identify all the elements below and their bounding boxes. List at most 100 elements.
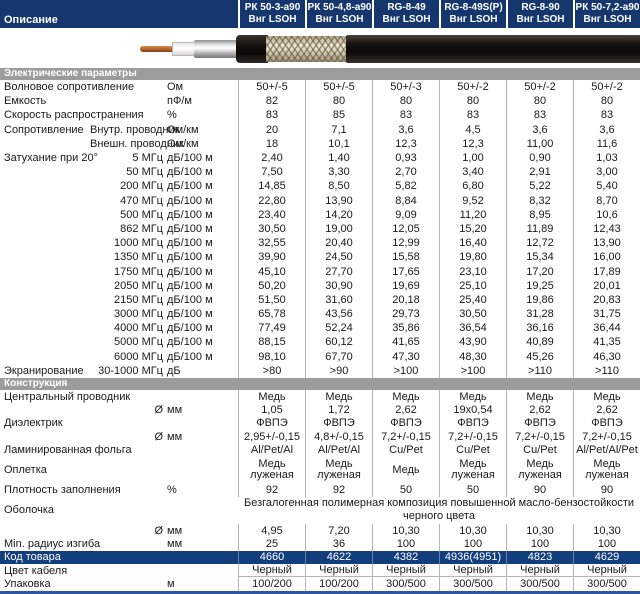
value-cell: 50 xyxy=(372,483,439,498)
value-cell: 2,62 xyxy=(573,403,640,417)
value-cell: >80 xyxy=(238,363,305,378)
value-cell: 4629 xyxy=(573,550,640,565)
value-cell: 11,00 xyxy=(506,136,573,151)
param-sublabel: Внутр. проводник xyxy=(90,123,180,136)
product-column-header: РК 50-7,2-а90 Внг LSOH xyxy=(573,0,640,28)
value-cell: 19,25 xyxy=(506,278,573,293)
value-cell: Медь xyxy=(372,456,439,484)
param-sublabel: 3000 МГц xyxy=(114,308,163,321)
param-unit: дБ/100 м xyxy=(167,166,213,179)
param-sublabel: 1750 МГц xyxy=(114,265,163,278)
value-cell: Черный xyxy=(305,564,372,578)
table-row: Плотность заполнения% 92 92 50 50 90 90 xyxy=(0,483,640,498)
value-cell: 300/500 xyxy=(573,577,640,591)
value-cell: 19,86 xyxy=(506,292,573,307)
value-cell: 20,83 xyxy=(573,292,640,307)
value-cell: 30,50 xyxy=(238,221,305,237)
value-cell: 8,32 xyxy=(506,193,573,208)
table-row: 2050 МГц дБ/100 м 50,20 30,90 19,69 25,10 19,2… xyxy=(0,278,640,293)
value-cell: 17,65 xyxy=(372,264,439,279)
value-cell: 8,95 xyxy=(506,207,573,222)
table-row: 4000 МГц дБ/100 м 77,49 52,24 35,86 36,54 36,1… xyxy=(0,321,640,336)
value-cell: 45,10 xyxy=(238,264,305,279)
value-cell: 14,20 xyxy=(305,207,372,222)
product-name: RG-8-90 xyxy=(521,2,560,13)
cable-braid-shield xyxy=(266,36,348,62)
value-cell: 6,80 xyxy=(439,179,506,194)
value-cell: 20,40 xyxy=(305,236,372,251)
table-header-row: Описание РК 50-3-а90 Внг LSOH РК 50-4,8-а9… xyxy=(0,0,640,28)
value-cell: 10,30 xyxy=(506,523,573,538)
value-cell: 23,10 xyxy=(439,264,506,279)
value-cell: 100 xyxy=(439,537,506,551)
value-cell: 13,90 xyxy=(573,236,640,251)
description-header-cell: Описание xyxy=(0,0,238,28)
value-cell: 7,20 xyxy=(305,523,372,538)
value-cell: 2,62 xyxy=(372,403,439,417)
param-label: Скорость распространения xyxy=(4,109,144,122)
value-cell: >110 xyxy=(573,363,640,378)
value-cell: Медь луженая xyxy=(506,456,573,484)
value-cell: 7,50 xyxy=(238,165,305,180)
value-cell: 45,26 xyxy=(506,349,573,364)
value-cell: 11,20 xyxy=(439,207,506,222)
value-cell: 17,20 xyxy=(506,264,573,279)
value-cell: Медь луженая xyxy=(238,456,305,484)
value-cell: 10,30 xyxy=(573,523,640,538)
param-sublabel: 200 МГц xyxy=(120,180,163,193)
value-cell: Al/Pet/Al/Pet xyxy=(573,443,640,457)
value-span: Безгалогенная полимерная композиция повы… xyxy=(243,497,635,523)
param-sublabel: 5000 МГц xyxy=(114,336,163,349)
value-cell: 11,6 xyxy=(573,136,640,151)
table-row: Сопротивление Внутр. проводник Ом/км 20 7,1 3… xyxy=(0,122,640,137)
param-label: Ламинированная фольга xyxy=(4,444,132,457)
value-cell: 12,99 xyxy=(372,236,439,251)
product-grade: Внг LSOH xyxy=(382,14,431,25)
value-cell: 20,18 xyxy=(372,292,439,307)
value-cell: 36,16 xyxy=(506,321,573,336)
construction-rows: Центральный проводник Медь Медь Медь Медь Мед… xyxy=(0,389,640,591)
value-cell: 2,70 xyxy=(372,165,439,180)
param-label: Цвет кабеля xyxy=(4,564,68,577)
value-cell: 5,22 xyxy=(506,179,573,194)
value-cell: 2,91 xyxy=(506,165,573,180)
param-unit: дБ/100 м xyxy=(167,180,213,193)
value-cell: >100 xyxy=(372,363,439,378)
product-name: РК 50-3-а90 xyxy=(244,2,301,13)
param-unit: дБ/100 м xyxy=(167,222,213,235)
value-cell: 19,80 xyxy=(439,250,506,265)
param-sublabel: Ø xyxy=(154,404,163,417)
value-cell: 4622 xyxy=(305,550,372,565)
value-cell: Cu/Pet xyxy=(506,443,573,457)
value-cell: 10,30 xyxy=(372,523,439,538)
value-cell: 80 xyxy=(573,94,640,109)
value-cell: 92 xyxy=(305,483,372,498)
table-row: Волновое сопротивление Ом 50+/-5 50+/-5 50+/… xyxy=(0,80,640,95)
value-cell: 36,54 xyxy=(439,321,506,336)
param-unit: Ом/км xyxy=(167,123,199,136)
value-cell: 7,2+/-0,15 xyxy=(372,430,439,444)
param-sublabel: 50 МГц xyxy=(126,166,163,179)
value-cell: 100/200 xyxy=(238,577,305,591)
value-cell: 15,34 xyxy=(506,250,573,265)
value-cell: 100 xyxy=(506,537,573,551)
table-row: 1000 МГц дБ/100 м 32,55 20,40 12,99 16,40 12,7… xyxy=(0,236,640,251)
table-row: 6000 МГц дБ/100 м 98,10 67,70 47,30 48,30 45,2… xyxy=(0,349,640,364)
value-cell: >110 xyxy=(506,363,573,378)
value-cell: 9,52 xyxy=(439,193,506,208)
value-cell: 13,90 xyxy=(305,193,372,208)
value-cell: 10,6 xyxy=(573,207,640,222)
param-unit: дБ/100 м xyxy=(167,293,213,306)
param-sublabel: 1350 МГц xyxy=(114,251,163,264)
param-unit: % xyxy=(167,484,177,497)
value-cell: 5,82 xyxy=(372,179,439,194)
value-cell: 11,89 xyxy=(506,221,573,237)
value-cell: 82 xyxy=(238,94,305,109)
value-cell: 80 xyxy=(372,94,439,109)
value-cell: 32,55 xyxy=(238,236,305,251)
param-unit: м xyxy=(167,578,175,591)
value-cell: Cu/Pet xyxy=(372,443,439,457)
value-cell: 83 xyxy=(439,108,506,123)
